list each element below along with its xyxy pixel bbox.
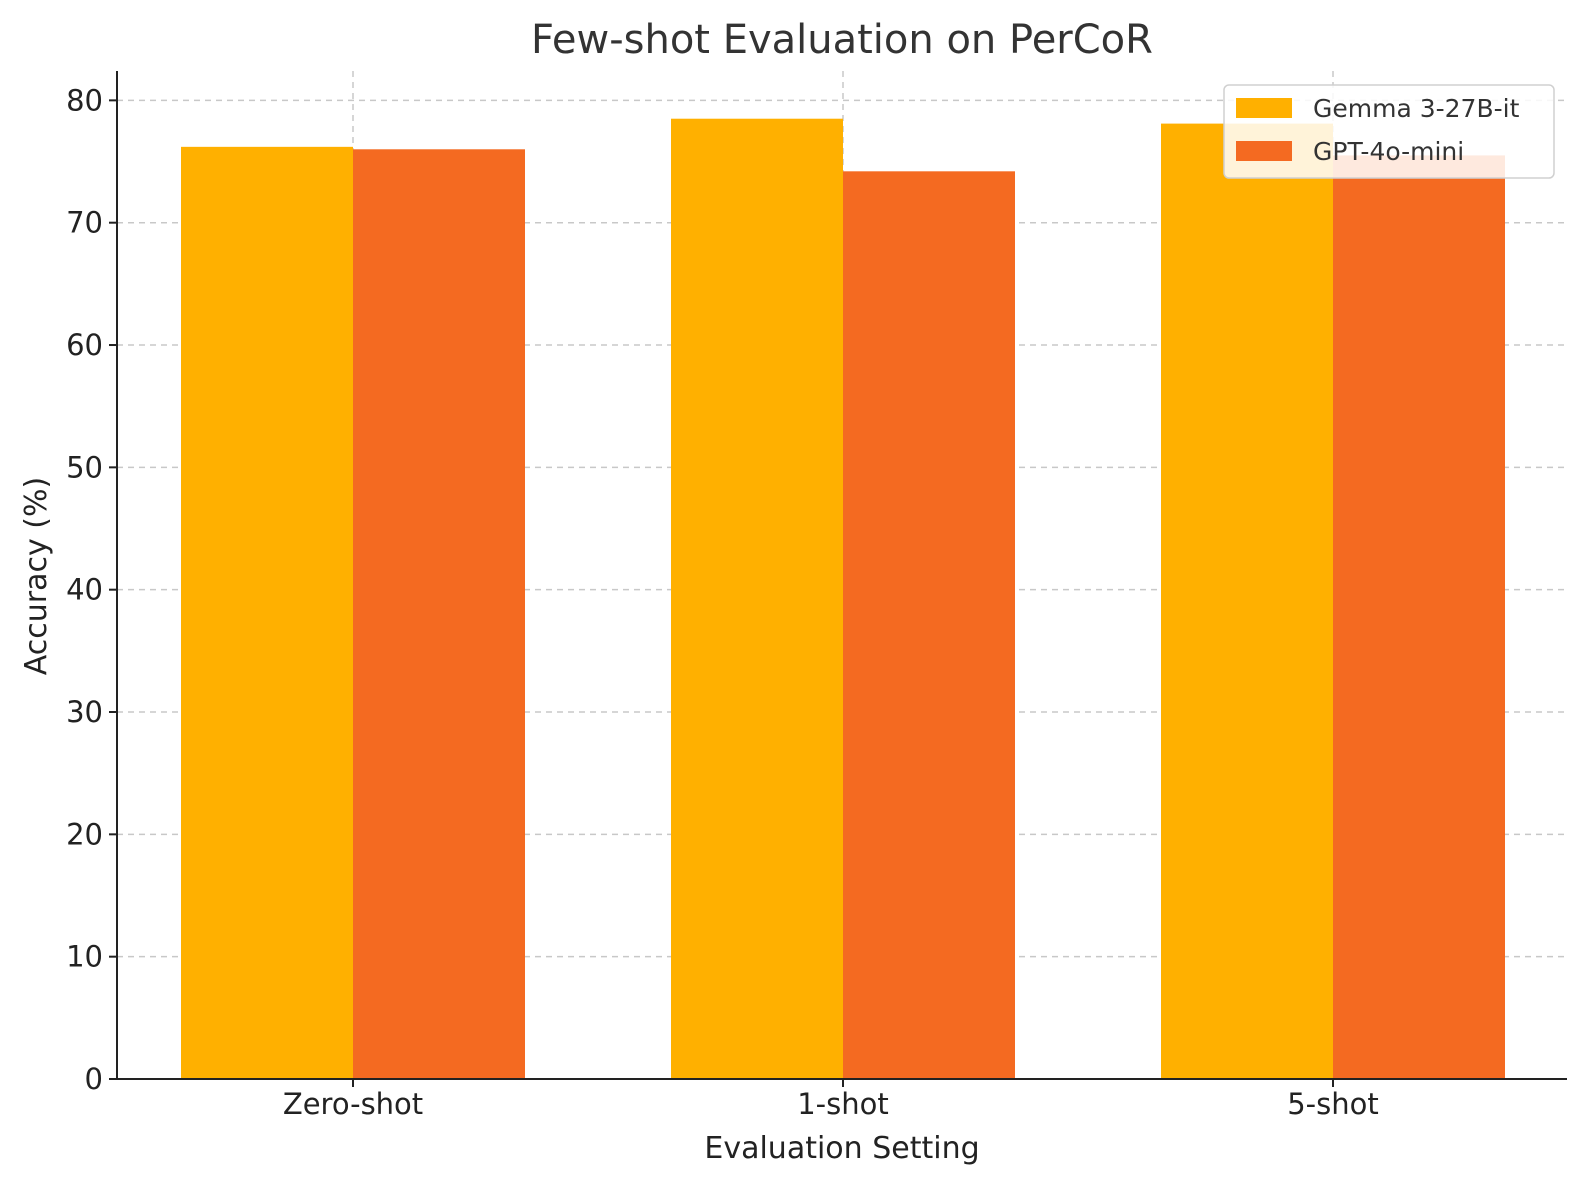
y-tick-label: 30 [66,695,103,729]
x-axis-label: Evaluation Setting [704,1131,979,1166]
legend: Gemma 3-27B-it GPT-4o-mini [1223,84,1555,179]
y-tick-label: 40 [66,573,103,607]
legend-swatch-gpt [1236,141,1292,161]
bar-gemma-0 [181,146,353,1079]
bar-gpt-1 [843,171,1015,1080]
y-tick-label: 0 [85,1062,103,1096]
y-axis-label: Accuracy (%) [19,477,54,675]
y-tick-label: 10 [66,940,103,974]
y-tick-label: 50 [66,450,103,484]
y-tick-label: 70 [66,206,103,240]
bar-gpt-2 [1333,155,1505,1079]
x-tick-label: 1-shot [797,1087,889,1121]
y-tick-label: 20 [66,817,103,851]
legend-swatch-gemma [1236,98,1292,118]
tick-layer: 0 10 20 30 40 50 60 70 80 Zero-shot 1-shot 5-shot [66,83,1379,1121]
bar-layer [181,118,1505,1080]
y-tick-label: 80 [66,83,103,117]
legend-frame [1223,84,1555,179]
y-tick-label: 60 [66,328,103,362]
bar-gemma-1 [671,118,843,1079]
x-tick-label: Zero-shot [283,1087,423,1121]
chart-title: Few-shot Evaluation on PerCoR [531,17,1153,63]
legend-label-gpt: GPT-4o-mini [1313,137,1464,166]
x-tick-label: 5-shot [1287,1087,1379,1121]
bar-gpt-0 [353,149,525,1079]
bar-gemma-2 [1161,123,1333,1080]
legend-label-gemma: Gemma 3-27B-it [1313,94,1520,123]
